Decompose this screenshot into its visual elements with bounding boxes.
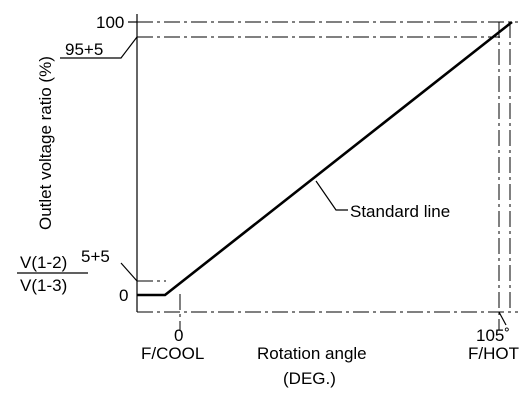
label-f-cool: F/COOL [141, 344, 204, 363]
leader-95 [60, 36, 138, 59]
standard-line [137, 20, 513, 297]
label-95: 95+5 [65, 40, 103, 59]
label-standard-line: Standard line [350, 202, 450, 221]
label-f-hot: F/HOT [468, 344, 519, 363]
label-0-deg: 0 [174, 326, 183, 345]
label-105-deg: 105˚ [476, 326, 510, 345]
leader-5 [120, 262, 138, 282]
label-100: 100 [96, 13, 124, 32]
y-axis-title: Outlet voltage ratio (%) [36, 56, 55, 230]
x-axis-title-line1: Rotation angle [257, 344, 367, 363]
label-0: 0 [119, 286, 128, 305]
label-fraction-denominator: V(1-3) [20, 276, 67, 295]
x-axis-title-line2: (DEG.) [283, 369, 336, 388]
label-fraction-numerator: V(1-2) [20, 253, 67, 272]
leader-105 [498, 311, 507, 326]
label-5: 5+5 [81, 247, 110, 266]
leader-standard-line [315, 180, 348, 211]
